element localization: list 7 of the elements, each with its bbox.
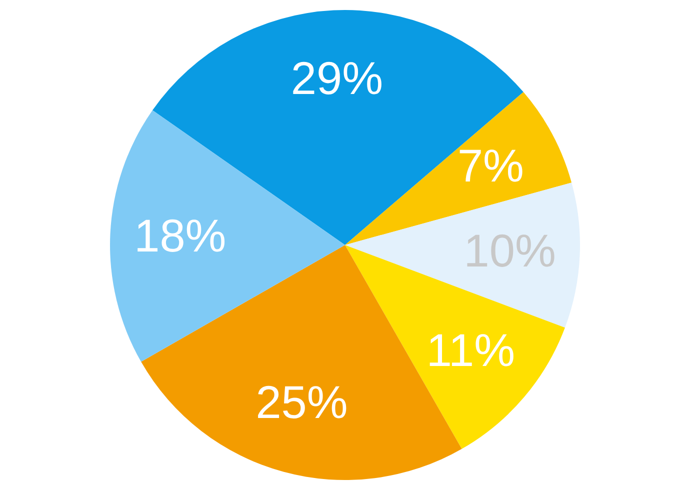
data-label: 25% [256,376,348,428]
data-label: 7% [457,140,524,192]
pie-slice [110,110,345,362]
data-label: 29% [290,52,383,104]
data-label: 18% [134,210,226,262]
data-label: 11% [426,324,515,376]
pie-slice [345,182,580,328]
